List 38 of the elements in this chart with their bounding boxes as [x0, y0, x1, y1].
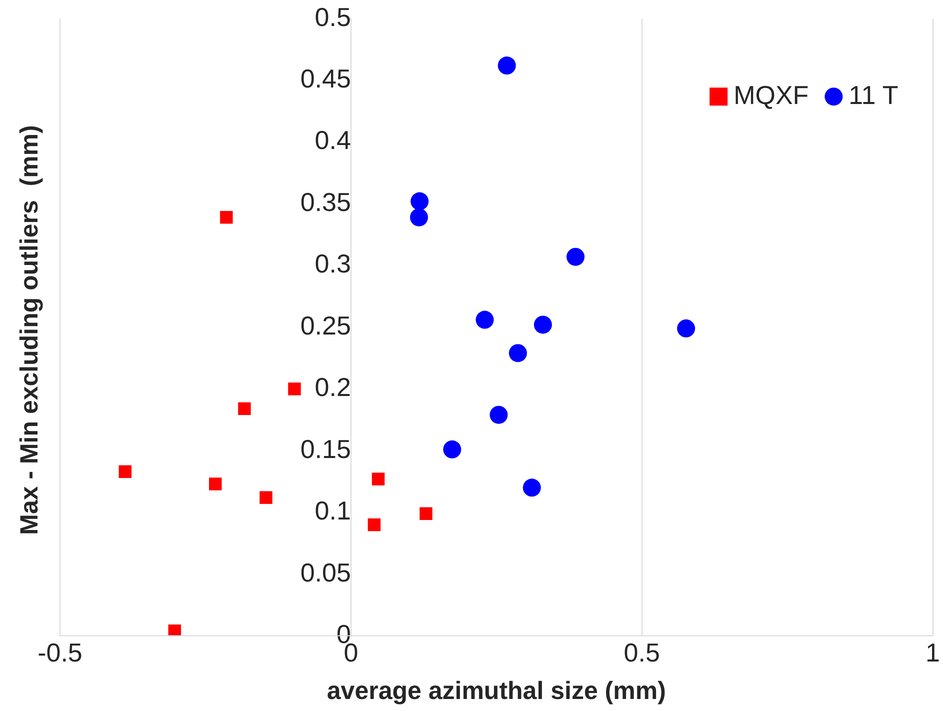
x-tick-label: 0.5 [624, 638, 660, 668]
point [443, 440, 462, 458]
point [208, 478, 222, 490]
point [490, 406, 508, 424]
y-tick-label: 0.4 [314, 125, 351, 156]
y-tick-label: 0.3 [314, 248, 351, 279]
y-tick-label: 0.2 [314, 372, 351, 402]
point [410, 208, 428, 226]
point [677, 319, 696, 338]
point [368, 518, 381, 532]
point [238, 402, 251, 416]
point [534, 316, 552, 334]
y-tick-label: 0.45 [300, 63, 351, 94]
point [220, 210, 233, 224]
point [522, 478, 541, 497]
legend-label: MQXF [734, 80, 809, 110]
point [168, 624, 181, 636]
point [420, 507, 432, 520]
x-tick-label: -0.5 [38, 638, 82, 668]
point [566, 248, 585, 266]
y-tick-label: 0.15 [300, 434, 351, 464]
point [260, 491, 272, 504]
point [508, 344, 527, 362]
point [476, 310, 494, 329]
point [288, 382, 301, 396]
x-axis-title: average azimuthal size (mm) [326, 676, 666, 705]
y-tick-label: 0.35 [300, 186, 351, 217]
point [498, 56, 516, 75]
y-tick-label: 0.25 [300, 310, 351, 340]
point [372, 472, 385, 486]
y-axis-title: Max - Min excluding outliers (mm) [16, 125, 44, 535]
point [410, 192, 429, 210]
point [118, 465, 132, 478]
legend-label: 11 T [848, 80, 898, 110]
y-tick-label: 0.1 [314, 496, 351, 526]
y-tick-label: 0.05 [300, 557, 351, 588]
y-tick-label: 0.5 [314, 2, 351, 32]
x-tick-label: 1 [926, 638, 940, 668]
